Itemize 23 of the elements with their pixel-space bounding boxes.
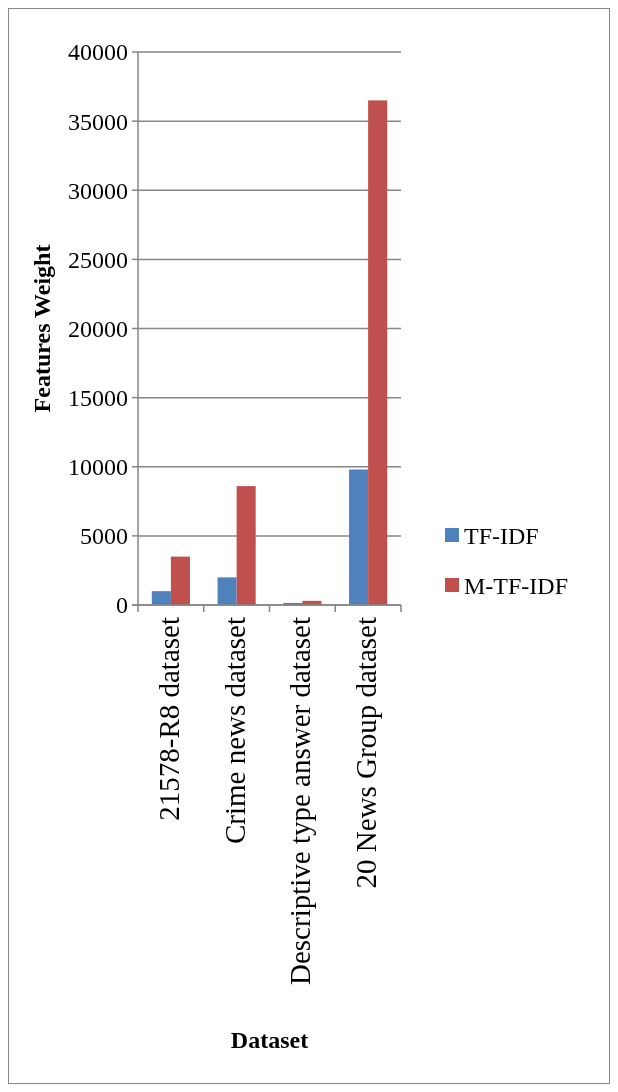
y-tick-label: 15000 (68, 385, 128, 412)
x-tick-label: Descriptive type answer dataset (284, 617, 317, 985)
bar (349, 469, 369, 605)
y-tick-label: 25000 (68, 246, 128, 273)
y-tick-label: 30000 (68, 177, 128, 204)
y-tick-label: 40000 (68, 39, 128, 66)
y-axis-title: Features Weight (29, 244, 55, 413)
legend-label: M-TF-IDF (464, 573, 569, 600)
y-tick-label: 20000 (68, 315, 128, 342)
x-tick-label: Crime news dataset (218, 617, 251, 845)
bar (151, 591, 171, 605)
y-tick-label: 0 (116, 592, 128, 619)
x-tick-label: 20 News Group dataset (350, 617, 383, 889)
x-tick-label: 21578-R8 dataset (152, 617, 185, 821)
y-tick-label: 5000 (80, 523, 128, 550)
bar (368, 100, 388, 605)
legend-label: TF-IDF (464, 523, 539, 550)
bar (170, 556, 190, 605)
y-tick-label: 10000 (68, 454, 128, 481)
y-tick-label: 35000 (68, 108, 128, 135)
bar (236, 486, 256, 605)
bar (217, 577, 237, 605)
x-axis-title: Dataset (230, 1027, 309, 1053)
